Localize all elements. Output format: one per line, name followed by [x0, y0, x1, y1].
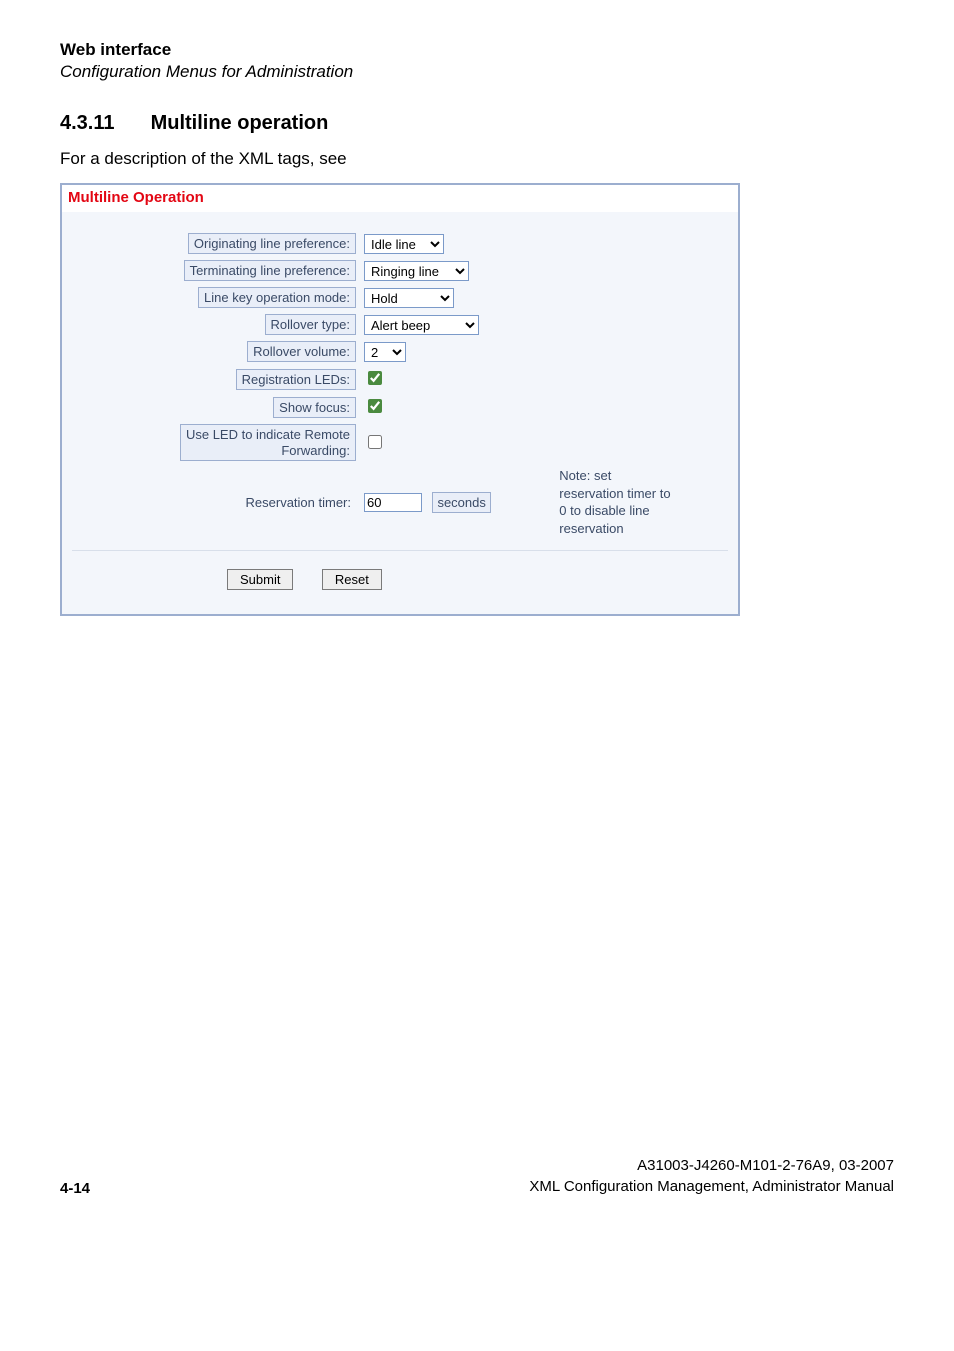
section-heading: 4.3.11 Multiline operation [60, 112, 894, 135]
reservation-label: Reservation timer: [241, 493, 356, 512]
row-show-focus: Show focus: [72, 393, 728, 421]
page-footer: 4-14 A31003-J4260-M101-2-76A9, 03-2007 X… [60, 1156, 894, 1197]
button-row: Submit Reset [72, 550, 728, 596]
linekey-label: Line key operation mode: [198, 287, 356, 308]
row-rollover-type: Rollover type: Alert beep [72, 311, 728, 338]
reservation-unit: seconds [432, 492, 490, 513]
reg-leds-checkbox[interactable] [368, 371, 382, 385]
use-led-label: Use LED to indicate Remote Forwarding: [180, 424, 356, 461]
terminating-label: Terminating line preference: [184, 260, 356, 281]
multiline-operation-panel: Multiline Operation Originating line pre… [60, 183, 740, 616]
submit-button[interactable]: Submit [227, 569, 293, 590]
reservation-note: Note: set reservation timer to 0 to disa… [555, 464, 728, 540]
section-title: Multiline operation [151, 112, 329, 134]
use-led-checkbox[interactable] [368, 435, 382, 449]
page-header: Web interface Configuration Menus for Ad… [60, 40, 894, 82]
originating-select[interactable]: Idle line [364, 234, 444, 254]
rollover-type-label: Rollover type: [265, 314, 356, 335]
row-terminating: Terminating line preference: Ringing lin… [72, 257, 728, 284]
row-rollover-volume: Rollover volume: 2 [72, 338, 728, 365]
footer-page-number: 4-14 [60, 1180, 90, 1197]
row-originating: Originating line preference: Idle line [72, 230, 728, 257]
header-subtitle: Configuration Menus for Administration [60, 62, 894, 82]
reservation-input[interactable] [364, 493, 422, 512]
reg-leds-label: Registration LEDs: [236, 369, 356, 390]
row-reg-leds: Registration LEDs: [72, 365, 728, 393]
rollover-volume-label: Rollover volume: [247, 341, 356, 362]
section-number: 4.3.11 [60, 112, 145, 135]
footer-doc-info: A31003-J4260-M101-2-76A9, 03-2007 XML Co… [529, 1156, 894, 1197]
show-focus-label: Show focus: [273, 397, 356, 418]
terminating-select[interactable]: Ringing line [364, 261, 469, 281]
originating-label: Originating line preference: [188, 233, 356, 254]
header-title: Web interface [60, 40, 894, 60]
panel-title: Multiline Operation [62, 185, 738, 212]
rollover-type-select[interactable]: Alert beep [364, 315, 479, 335]
linekey-select[interactable]: Hold [364, 288, 454, 308]
row-use-led: Use LED to indicate Remote Forwarding: [72, 421, 728, 464]
show-focus-checkbox[interactable] [368, 399, 382, 413]
rollover-volume-select[interactable]: 2 [364, 342, 406, 362]
section-intro: For a description of the XML tags, see [60, 149, 894, 169]
row-reservation: Reservation timer: seconds Note: set res… [72, 464, 728, 540]
row-linekey: Line key operation mode: Hold [72, 284, 728, 311]
reset-button[interactable]: Reset [322, 569, 382, 590]
